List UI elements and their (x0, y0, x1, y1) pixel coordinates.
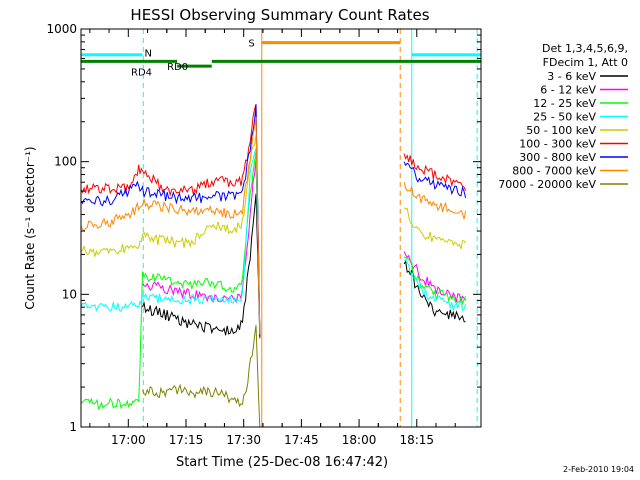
legend: Det 1,3,4,5,6,9,FDecim 1, Att 03 - 6 keV… (498, 42, 628, 191)
legend-label: 300 - 800 keV (519, 151, 596, 164)
series-line (142, 325, 261, 428)
series-line (403, 258, 467, 312)
x-axis-label: Start Time (25-Dec-08 16:47:42) (176, 455, 388, 470)
chart-title: HESSI Observing Summary Count Rates (130, 6, 429, 24)
x-tick-label: 18:00 (342, 433, 377, 447)
series-line (404, 256, 467, 306)
x-tick-label: 18:15 (399, 433, 434, 447)
series-line (403, 207, 467, 250)
series-line (142, 193, 261, 338)
series-line (403, 153, 467, 191)
y-tick-label: 1 (69, 420, 77, 434)
series-line (403, 182, 467, 220)
x-tick-label: 17:15 (169, 433, 204, 447)
x-tick-label: 17:00 (111, 433, 146, 447)
annotation-label: RD0 (167, 62, 188, 73)
y-axis: 1 10 100 1000 (46, 22, 481, 434)
annotation-label: N (145, 49, 152, 60)
legend-header: FDecim 1, Att 0 (543, 56, 628, 69)
y-axis-label: Count Rate (s⁻¹ detector⁻¹) (23, 146, 37, 309)
series-line (403, 161, 467, 199)
legend-label: 25 - 50 keV (533, 111, 596, 124)
y-tick-label: 10 (62, 287, 77, 301)
legend-label: 3 - 6 keV (547, 70, 596, 83)
plot-area: N RD0 RD4 S (80, 29, 481, 428)
annotation-label: RD4 (131, 67, 152, 78)
series-line (403, 260, 466, 323)
legend-label: 100 - 300 keV (519, 138, 596, 151)
series-line (80, 116, 261, 335)
legend-label: 800 - 7000 keV (512, 165, 596, 178)
x-axis: 17:00 17:15 17:30 17:45 18:00 18:15 (89, 29, 456, 447)
legend-label: 7000 - 20000 keV (498, 178, 596, 191)
y-tick-label: 100 (54, 155, 77, 169)
series-line (80, 134, 261, 332)
annotation-label: S (248, 39, 254, 50)
series-line (403, 251, 467, 303)
series-line (80, 150, 261, 411)
x-tick-label: 17:45 (284, 433, 319, 447)
legend-label: 50 - 100 keV (526, 124, 596, 137)
series-line (80, 147, 261, 335)
x-tick-label: 17:30 (226, 433, 261, 447)
legend-label: 6 - 12 keV (540, 84, 596, 97)
series-line (80, 104, 261, 337)
y-tick-label: 1000 (46, 22, 77, 36)
timestamp: 2-Feb-2010 19:04 (563, 465, 634, 474)
legend-header: Det 1,3,4,5,6,9, (542, 42, 628, 55)
plot-frame (80, 28, 482, 428)
legend-label: 12 - 25 keV (533, 97, 596, 110)
series-line (80, 104, 261, 339)
